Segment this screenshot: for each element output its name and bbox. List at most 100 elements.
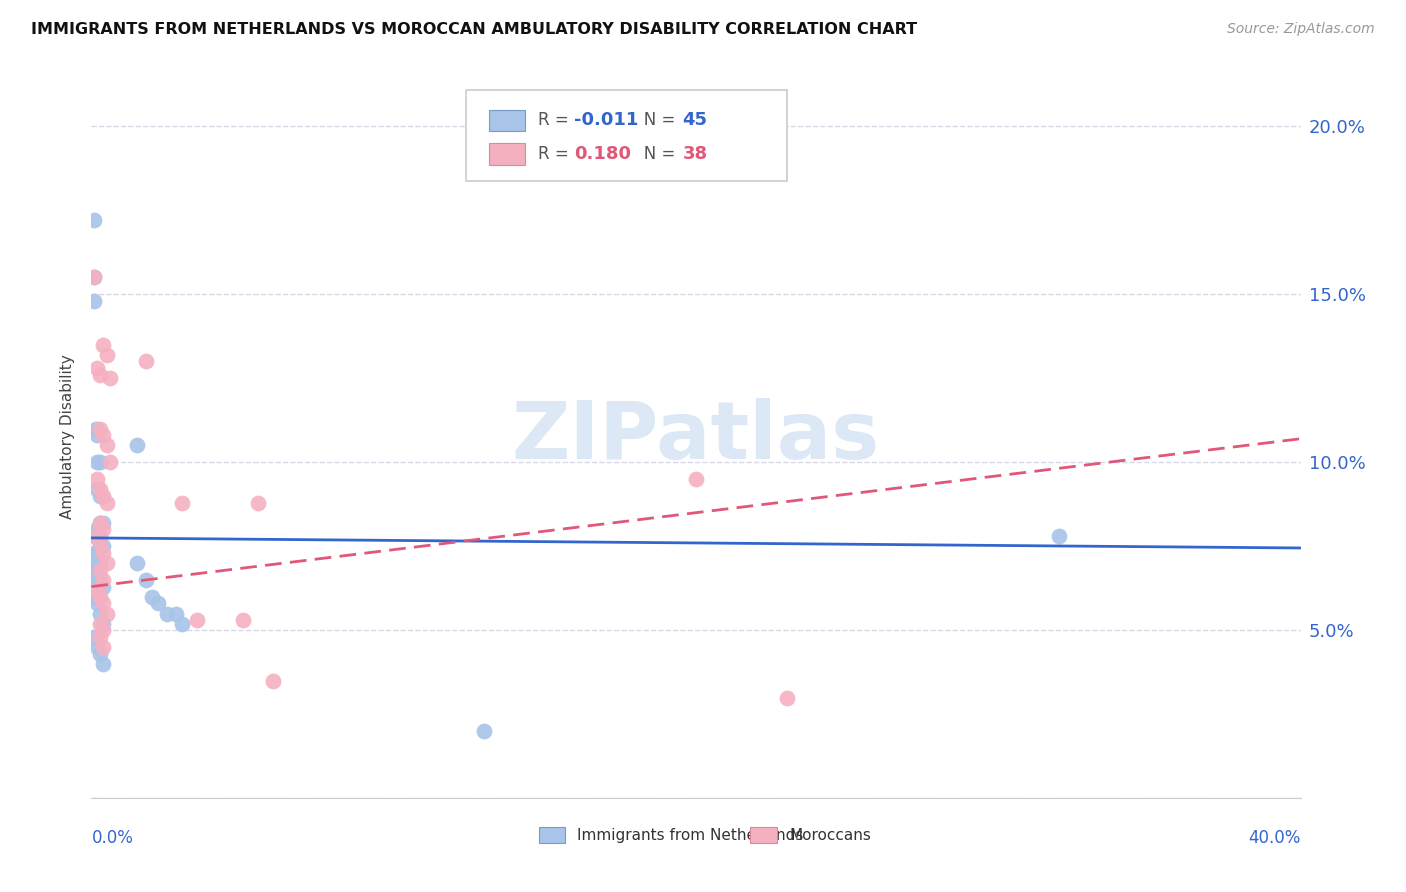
- Point: [262, 673, 284, 688]
- Point: [84, 422, 107, 436]
- Point: [165, 607, 187, 621]
- Point: [93, 539, 115, 553]
- Point: [89, 563, 111, 577]
- Point: [231, 613, 253, 627]
- Point: [86, 553, 108, 567]
- Bar: [538, 827, 565, 843]
- Point: [156, 607, 179, 621]
- Point: [86, 361, 108, 376]
- Text: 0.180: 0.180: [574, 145, 631, 162]
- Text: Source: ZipAtlas.com: Source: ZipAtlas.com: [1227, 22, 1375, 37]
- Text: R =: R =: [537, 145, 574, 162]
- Point: [86, 428, 108, 442]
- Point: [472, 724, 495, 739]
- Point: [93, 516, 115, 530]
- Text: 45: 45: [683, 112, 707, 129]
- Text: Immigrants from Netherlands: Immigrants from Netherlands: [578, 828, 804, 843]
- Point: [93, 573, 115, 587]
- Point: [93, 580, 115, 594]
- Point: [89, 616, 111, 631]
- Point: [89, 489, 111, 503]
- Point: [89, 516, 111, 530]
- Point: [83, 590, 105, 604]
- Point: [86, 455, 108, 469]
- Point: [93, 624, 115, 638]
- Point: [93, 640, 115, 654]
- Point: [86, 482, 108, 496]
- Point: [89, 529, 111, 543]
- Point: [86, 472, 108, 486]
- Point: [86, 596, 108, 610]
- Point: [86, 529, 108, 543]
- Text: Moroccans: Moroccans: [789, 828, 870, 843]
- Text: R =: R =: [537, 112, 574, 129]
- Point: [146, 596, 169, 610]
- Point: [86, 573, 108, 587]
- Point: [89, 455, 111, 469]
- Point: [96, 348, 118, 362]
- FancyBboxPatch shape: [467, 90, 786, 180]
- Point: [83, 563, 105, 577]
- Point: [93, 428, 115, 442]
- Point: [141, 590, 163, 604]
- Point: [96, 495, 118, 509]
- Point: [89, 516, 111, 530]
- Point: [89, 630, 111, 644]
- Point: [89, 647, 111, 661]
- Point: [246, 495, 269, 509]
- Text: IMMIGRANTS FROM NETHERLANDS VS MOROCCAN AMBULATORY DISABILITY CORRELATION CHART: IMMIGRANTS FROM NETHERLANDS VS MOROCCAN …: [31, 22, 917, 37]
- Point: [89, 573, 111, 587]
- Point: [83, 546, 105, 560]
- Point: [89, 536, 111, 550]
- Point: [125, 438, 148, 452]
- Point: [172, 495, 194, 509]
- Point: [685, 472, 707, 486]
- Point: [93, 596, 115, 610]
- Text: N =: N =: [628, 145, 681, 162]
- Point: [86, 640, 108, 654]
- Point: [135, 573, 157, 587]
- Point: [83, 569, 105, 583]
- Point: [89, 368, 111, 382]
- Point: [86, 523, 108, 537]
- Point: [89, 482, 111, 496]
- Point: [83, 213, 105, 227]
- Text: 40.0%: 40.0%: [1249, 829, 1301, 847]
- Point: [89, 536, 111, 550]
- Text: ZIPatlas: ZIPatlas: [512, 398, 880, 476]
- Point: [96, 556, 118, 570]
- Point: [93, 337, 115, 351]
- Point: [83, 293, 105, 308]
- Point: [86, 546, 108, 560]
- Point: [96, 607, 118, 621]
- Point: [135, 354, 157, 368]
- Point: [83, 270, 105, 285]
- Point: [93, 657, 115, 671]
- Text: 0.0%: 0.0%: [91, 829, 134, 847]
- Text: -0.011: -0.011: [574, 112, 638, 129]
- Point: [186, 613, 208, 627]
- Point: [93, 523, 115, 537]
- Point: [98, 455, 121, 469]
- Point: [83, 270, 105, 285]
- Text: N =: N =: [628, 112, 681, 129]
- Point: [89, 607, 111, 621]
- Point: [93, 489, 115, 503]
- Point: [83, 630, 105, 644]
- Point: [89, 422, 111, 436]
- Bar: [489, 143, 526, 164]
- Point: [93, 546, 115, 560]
- Point: [125, 556, 148, 570]
- Point: [172, 616, 194, 631]
- Point: [86, 529, 108, 543]
- Point: [96, 438, 118, 452]
- Point: [86, 582, 108, 597]
- Point: [89, 556, 111, 570]
- Point: [83, 529, 105, 543]
- Point: [98, 371, 121, 385]
- Point: [776, 690, 799, 705]
- Point: [86, 563, 108, 577]
- Y-axis label: Ambulatory Disability: Ambulatory Disability: [60, 355, 76, 519]
- Bar: [751, 827, 778, 843]
- Text: 38: 38: [683, 145, 707, 162]
